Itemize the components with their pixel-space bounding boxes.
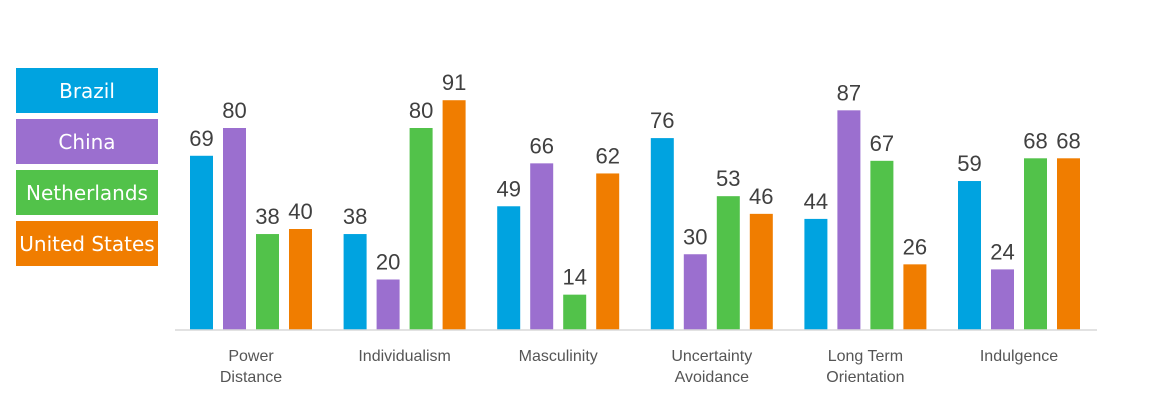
value-label-china-masculinity: 66 <box>529 133 553 158</box>
value-label-brazil-masculinity: 49 <box>496 176 520 201</box>
category-label-masculinity: Masculinity <box>519 348 598 365</box>
bars-layer <box>190 100 1080 330</box>
bar-united-states-power-distance <box>289 229 312 330</box>
value-label-brazil-power-distance: 69 <box>189 126 213 151</box>
value-label-brazil-uncertainty-avoidance: 76 <box>650 108 674 133</box>
value-label-china-power-distance: 80 <box>222 98 246 123</box>
bar-united-states-indulgence <box>1057 158 1080 330</box>
bar-brazil-long-term-orientation <box>804 218 828 330</box>
category-label-uncertainty-avoidance: Uncertainty Avoidance <box>671 348 752 386</box>
bar-netherlands-long-term-orientation <box>870 160 894 330</box>
value-labels-layer: 69 80 38 40 38 20 80 91 49 66 14 62 76 30 53 46 44 87 67 26… <box>189 70 1080 289</box>
value-label-netherlands-individualism: 80 <box>409 98 433 123</box>
bar-china-masculinity <box>530 163 554 330</box>
bar-brazil-power-distance <box>190 155 213 330</box>
bar-united-states-individualism <box>442 100 466 330</box>
bar-china-uncertainty-avoidance <box>683 254 707 330</box>
legend-item-united-states: United States <box>16 221 158 266</box>
bar-china-individualism <box>376 279 400 330</box>
value-label-united-states-power-distance: 40 <box>288 199 312 224</box>
category-label-power-distance: Power Distance <box>220 348 282 386</box>
value-label-netherlands-indulgence: 68 <box>1023 128 1047 153</box>
value-label-china-individualism: 20 <box>376 250 400 275</box>
bar-brazil-uncertainty-avoidance <box>650 138 674 330</box>
value-label-china-indulgence: 24 <box>990 239 1014 264</box>
bar-netherlands-masculinity <box>563 294 587 330</box>
value-label-brazil-individualism: 38 <box>343 204 367 229</box>
value-label-brazil-long-term-orientation: 44 <box>804 189 828 214</box>
category-label-long-term-orientation: Long Term Orientation <box>826 348 904 386</box>
bar-china-indulgence <box>991 269 1014 330</box>
value-label-united-states-long-term-orientation: 26 <box>903 234 927 259</box>
bar-united-states-uncertainty-avoidance <box>749 213 773 330</box>
bar-china-power-distance <box>223 128 246 330</box>
bar-united-states-masculinity <box>596 173 620 330</box>
value-label-netherlands-uncertainty-avoidance: 53 <box>716 166 740 191</box>
value-label-brazil-indulgence: 59 <box>957 151 981 176</box>
bar-netherlands-indulgence <box>1024 158 1047 330</box>
value-label-united-states-masculinity: 62 <box>595 143 619 168</box>
value-label-united-states-indulgence: 68 <box>1056 128 1080 153</box>
category-label-indulgence: Indulgence <box>980 348 1058 365</box>
category-label-individualism: Individualism <box>358 348 450 365</box>
legend-item-china: China <box>16 119 158 164</box>
value-label-china-long-term-orientation: 87 <box>837 80 861 105</box>
legend-item-brazil: Brazil <box>16 68 158 113</box>
category-labels-layer: Power Distance Individualism Masculinity Unc… <box>220 348 1058 386</box>
value-label-china-uncertainty-avoidance: 30 <box>683 224 707 249</box>
bar-netherlands-power-distance <box>256 234 279 330</box>
value-label-united-states-uncertainty-avoidance: 46 <box>749 184 773 209</box>
bar-brazil-indulgence <box>958 181 981 330</box>
value-label-netherlands-masculinity: 14 <box>562 265 586 290</box>
legend-item-netherlands: Netherlands <box>16 170 158 215</box>
bar-china-long-term-orientation <box>837 110 861 330</box>
value-label-netherlands-long-term-orientation: 67 <box>870 131 894 156</box>
value-label-united-states-individualism: 91 <box>442 70 466 95</box>
bar-netherlands-individualism <box>409 128 433 330</box>
legend: Brazil China Netherlands United States <box>16 68 158 272</box>
bar-netherlands-uncertainty-avoidance <box>716 196 740 330</box>
bar-brazil-individualism <box>343 234 367 330</box>
bar-united-states-long-term-orientation <box>903 264 927 330</box>
bar-brazil-masculinity <box>497 206 521 330</box>
value-label-netherlands-power-distance: 38 <box>255 204 279 229</box>
